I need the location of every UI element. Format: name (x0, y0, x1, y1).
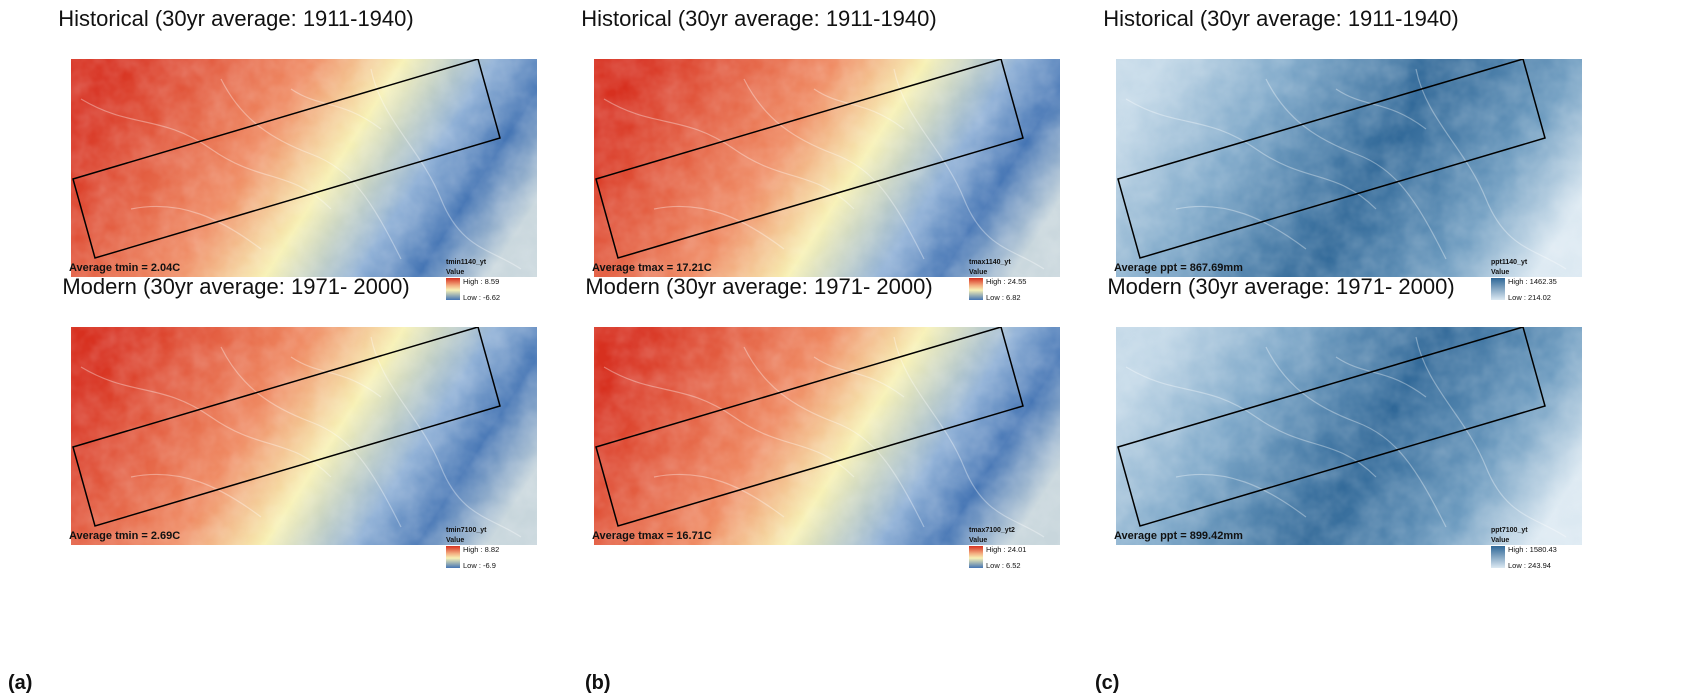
drainage-network (80, 68, 522, 270)
legend-layer-name: ppt1140_yt (1491, 259, 1528, 266)
legend-layer-name: tmin1140_yt (446, 259, 487, 266)
study-area-frame (595, 327, 1024, 527)
map-panel: Modern (30yr average: 1971- 2000) Average… (1095, 268, 1655, 588)
legend-layer-name: tmax1140_yt (969, 259, 1011, 266)
terrain-texture (594, 327, 1060, 545)
raster-map (71, 59, 537, 277)
legend-layer-name: tmax7100_yt2 (969, 527, 1015, 534)
raster-map (594, 327, 1060, 545)
legend-high: High : 1462.35 (1508, 277, 1557, 286)
average-value: Average tmax = 17.21C (592, 262, 712, 274)
legend-value-label: Value (446, 269, 465, 276)
legend-low: Low : 214.02 (1508, 293, 1551, 302)
average-value: Average ppt = 867.69mm (1114, 262, 1243, 274)
legend-low: Low : -6.9 (463, 561, 496, 570)
legend-low: Low : -6.62 (463, 293, 501, 302)
terrain-texture (71, 59, 537, 277)
map-legend: ppt1140_yt Value High : 1462.35 Low : 214.0… (1491, 259, 1581, 309)
drainage-network (603, 68, 1045, 270)
legend-color-ramp (969, 278, 983, 300)
panel-title: Modern (30yr average: 1971- 2000) (62, 274, 410, 299)
legend-low: Low : 6.82 (986, 293, 1021, 302)
figure-column: Historical (30yr average: 1911-1940) Aver… (1095, 0, 1655, 699)
map-legend: tmin1140_yt Value High : 8.59 Low : -6.62 (446, 259, 536, 309)
panel-title: Historical (30yr average: 1911-1940) (58, 6, 414, 31)
panel-label: (b) (585, 672, 611, 694)
legend-value-label: Value (1491, 269, 1510, 276)
legend-layer-name: ppt7100_yt (1491, 527, 1528, 534)
legend-low: Low : 243.94 (1508, 561, 1551, 570)
panel-label: (c) (1095, 672, 1120, 694)
study-area-frame (1117, 327, 1546, 527)
legend-color-ramp (446, 546, 460, 568)
map-panel: Historical (30yr average: 1911-1940) Aver… (570, 0, 1130, 320)
legend-low: Low : 6.52 (986, 561, 1021, 570)
panel-title: Modern (30yr average: 1971- 2000) (1107, 274, 1455, 299)
legend-color-ramp (969, 546, 983, 568)
study-area-frame (595, 59, 1024, 259)
study-area-frame (1117, 59, 1546, 259)
legend-high: High : 1580.43 (1508, 545, 1557, 554)
legend-value-label: Value (969, 269, 988, 276)
terrain-texture (71, 327, 537, 545)
study-area-frame (72, 327, 501, 527)
panel-title: Historical (30yr average: 1911-1940) (1103, 6, 1459, 31)
legend-value-label: Value (969, 537, 988, 544)
map-legend: tmax7100_yt2 Value High : 24.01 Low : 6.52 (969, 527, 1059, 577)
legend-high: High : 24.01 (986, 545, 1027, 554)
legend-high: High : 24.55 (986, 277, 1027, 286)
drainage-network (603, 336, 1045, 538)
legend-color-ramp (1491, 546, 1505, 568)
average-value: Average ppt = 899.42mm (1114, 530, 1243, 542)
legend-value-label: Value (446, 537, 465, 544)
map-legend: ppt7100_yt Value High : 1580.43 Low : 243.9… (1491, 527, 1581, 577)
panel-title: Modern (30yr average: 1971- 2000) (585, 274, 933, 299)
figure-column: Historical (30yr average: 1911-1940) Aver… (0, 0, 560, 699)
map-panel: Historical (30yr average: 1911-1940) Aver… (1095, 0, 1655, 320)
map-panel: Modern (30yr average: 1971- 2000) Average… (570, 268, 1130, 588)
drainage-network (80, 336, 522, 538)
terrain-texture (1116, 327, 1582, 545)
legend-color-ramp (1491, 278, 1505, 300)
figure-column: Historical (30yr average: 1911-1940) Aver… (570, 0, 1130, 699)
drainage-network (1125, 68, 1567, 270)
panel-label: (a) (8, 672, 33, 694)
map-panel: Historical (30yr average: 1911-1940) Aver… (0, 0, 560, 320)
raster-map (594, 59, 1060, 277)
legend-layer-name: tmin7100_yt (446, 527, 487, 534)
map-legend: tmax1140_yt Value High : 24.55 Low : 6.82 (969, 259, 1059, 309)
drainage-network (1125, 336, 1567, 538)
average-value: Average tmin = 2.69C (69, 530, 181, 542)
raster-map (71, 327, 537, 545)
map-panel: Modern (30yr average: 1971- 2000) Average… (0, 268, 560, 588)
terrain-texture (1116, 59, 1582, 277)
average-value: Average tmin = 2.04C (69, 262, 181, 274)
study-area-frame (72, 59, 501, 259)
legend-color-ramp (446, 278, 460, 300)
terrain-texture (594, 59, 1060, 277)
legend-high: High : 8.59 (463, 277, 500, 286)
raster-map (1116, 59, 1582, 277)
legend-high: High : 8.82 (463, 545, 500, 554)
average-value: Average tmax = 16.71C (592, 530, 712, 542)
legend-value-label: Value (1491, 537, 1510, 544)
map-legend: tmin7100_yt Value High : 8.82 Low : -6.9 (446, 527, 536, 577)
panel-title: Historical (30yr average: 1911-1940) (581, 6, 937, 31)
raster-map (1116, 327, 1582, 545)
